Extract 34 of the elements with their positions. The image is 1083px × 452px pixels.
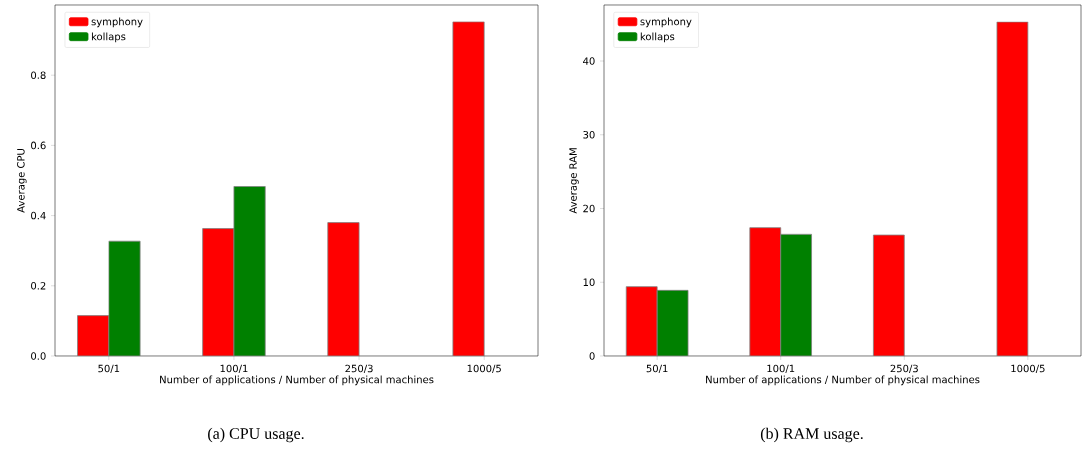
x-tick-label: 1000/5 [1011, 364, 1045, 374]
y-tick-label: 20 [583, 204, 595, 213]
x-axis-title: Number of applications / Number of physical machines [706, 375, 980, 386]
y-tick-label: 40 [583, 57, 595, 65]
bar [656, 289, 689, 356]
y-tick-label: 0.0 [31, 352, 46, 360]
text: (a) CPU usage. [208, 427, 304, 443]
x-axis-title: Number of applications / Number of physical machines [160, 375, 434, 386]
bar [452, 21, 485, 356]
y-tick-label: 0 [589, 352, 595, 360]
x-tick-label: 250/3 [890, 364, 918, 374]
x-tick-label: 100/1 [767, 364, 795, 374]
text: (b) RAM usage. [760, 427, 863, 443]
bar [202, 228, 235, 356]
x-tick-label: 50/1 [98, 364, 120, 374]
legend-label: kollaps [91, 32, 126, 43]
bar [327, 222, 360, 356]
y-tick-label: 10 [583, 278, 595, 287]
y-tick-label: 0.4 [31, 211, 46, 220]
bar [77, 315, 110, 356]
x-tick-label: 1000/5 [467, 364, 501, 374]
legend-label: kollaps [640, 32, 675, 43]
y-axis-title: Average RAM [569, 148, 579, 214]
x-tick-label: 50/1 [646, 364, 668, 374]
legend-label: symphony [91, 17, 143, 28]
y-tick-label: 0.8 [31, 71, 46, 79]
x-tick-label: 100/1 [220, 364, 248, 374]
legend-label: symphony [640, 17, 692, 28]
x-tick-label: 250/3 [345, 364, 373, 374]
y-tick-label: 30 [583, 130, 595, 139]
bar [780, 233, 813, 356]
y-axis-title: Average CPU [17, 149, 27, 213]
y-tick-label: 0.6 [31, 141, 46, 150]
y-tick-label: 0.2 [31, 282, 46, 290]
